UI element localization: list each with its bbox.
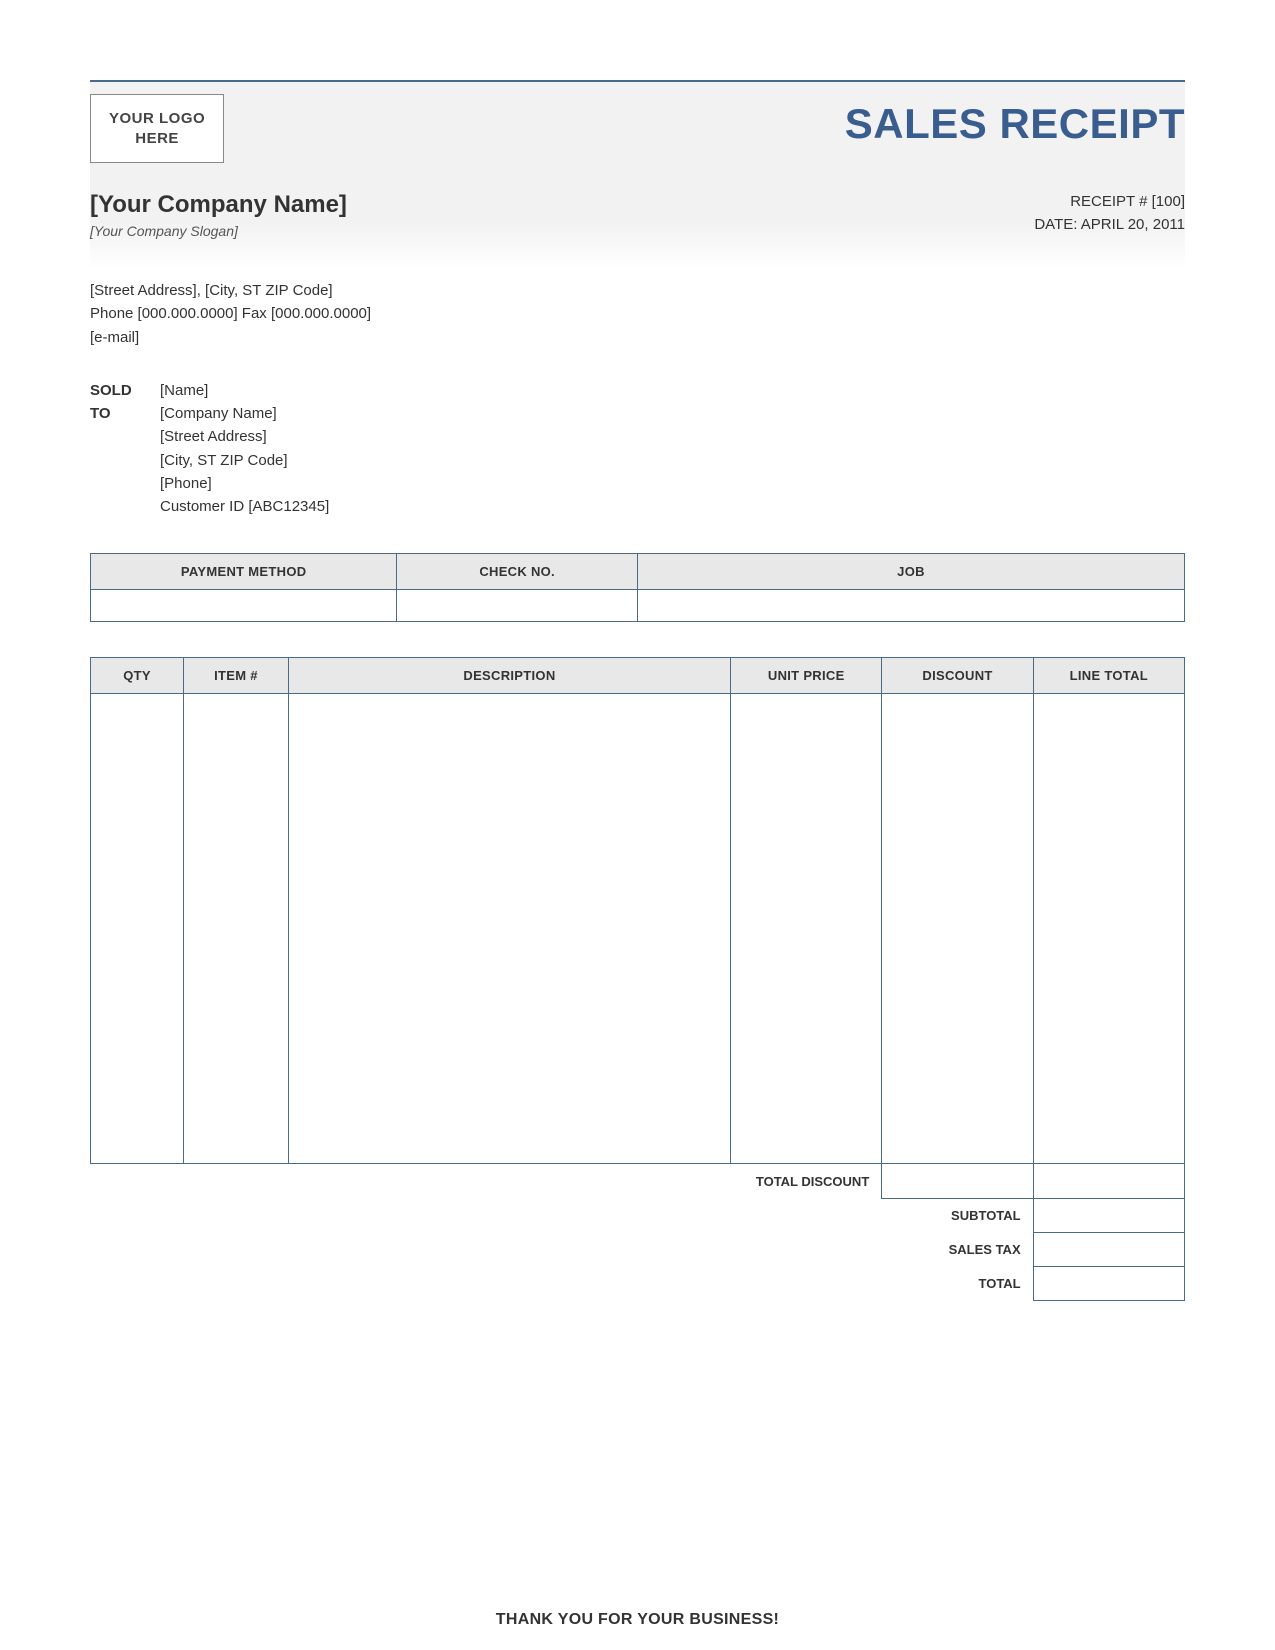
total-discount-spacer	[882, 1164, 1033, 1198]
receipt-number-line: RECEIPT # [100]	[1034, 191, 1185, 214]
receipt-date-line: DATE: APRIL 20, 2011	[1034, 214, 1185, 237]
subtotal-row: SUBTOTAL	[90, 1198, 1185, 1232]
check-no-header: CHECK NO.	[397, 554, 638, 590]
unit-price-header: UNIT PRICE	[731, 658, 882, 694]
item-no-header: ITEM #	[184, 658, 289, 694]
discount-cell[interactable]	[882, 694, 1033, 1164]
item-no-cell[interactable]	[184, 694, 289, 1164]
sold-to-name: [Name]	[160, 379, 329, 402]
sold-to-city: [City, ST ZIP Code]	[160, 449, 329, 472]
total-discount-value[interactable]	[1033, 1164, 1184, 1198]
logo-placeholder: YOUR LOGO HERE	[90, 94, 224, 163]
sold-to-company: [Company Name]	[160, 402, 329, 425]
company-slogan: [Your Company Slogan]	[90, 223, 347, 239]
document-title: SALES RECEIPT	[845, 100, 1185, 148]
logo-line1: YOUR LOGO	[109, 110, 205, 127]
sold-to-block: SOLD TO [Name] [Company Name] [Street Ad…	[90, 379, 1185, 519]
receipt-date: APRIL 20, 2011	[1081, 216, 1185, 233]
unit-price-cell[interactable]	[731, 694, 882, 1164]
logo-line2: HERE	[135, 130, 179, 147]
description-header: DESCRIPTION	[288, 658, 730, 694]
thank-you-footer: THANK YOU FOR YOUR BUSINESS!	[90, 1611, 1185, 1629]
sold-to-label-2: TO	[90, 405, 111, 422]
company-name: [Your Company Name]	[90, 191, 347, 219]
receipt-number: [100]	[1152, 193, 1185, 210]
payment-table: PAYMENT METHOD CHECK NO. JOB	[90, 553, 1185, 622]
payment-method-header: PAYMENT METHOD	[91, 554, 397, 590]
total-row: TOTAL	[90, 1266, 1185, 1300]
company-address: [Street Address], [City, ST ZIP Code] Ph…	[90, 279, 1185, 349]
totals-table: TOTAL DISCOUNT SUBTOTAL SALES TAX TOTAL	[90, 1164, 1185, 1301]
company-row: [Your Company Name] [Your Company Slogan…	[90, 191, 1185, 239]
subtotal-label: SUBTOTAL	[882, 1198, 1033, 1232]
payment-header-row: PAYMENT METHOD CHECK NO. JOB	[91, 554, 1185, 590]
subtotal-value[interactable]	[1033, 1198, 1184, 1232]
check-no-cell[interactable]	[397, 590, 638, 622]
receipt-date-label: DATE:	[1034, 216, 1077, 233]
items-table: QTY ITEM # DESCRIPTION UNIT PRICE DISCOU…	[90, 657, 1185, 1164]
qty-header: QTY	[91, 658, 184, 694]
sales-tax-value[interactable]	[1033, 1232, 1184, 1266]
total-discount-row: TOTAL DISCOUNT	[90, 1164, 1185, 1198]
items-body-row	[91, 694, 1185, 1164]
sales-tax-label: SALES TAX	[882, 1232, 1033, 1266]
phone-fax-line: Phone [000.000.0000] Fax [000.000.0000]	[90, 302, 1185, 325]
payment-data-row	[91, 590, 1185, 622]
receipt-meta: RECEIPT # [100] DATE: APRIL 20, 2011	[1034, 191, 1185, 236]
description-cell[interactable]	[288, 694, 730, 1164]
job-cell[interactable]	[637, 590, 1184, 622]
sold-to-details: [Name] [Company Name] [Street Address] […	[160, 379, 329, 519]
company-block: [Your Company Name] [Your Company Slogan…	[90, 191, 347, 239]
line-total-header: LINE TOTAL	[1033, 658, 1184, 694]
receipt-number-label: RECEIPT #	[1070, 193, 1147, 210]
payment-method-cell[interactable]	[91, 590, 397, 622]
line-total-cell[interactable]	[1033, 694, 1184, 1164]
header-band: YOUR LOGO HERE SALES RECEIPT [Your Compa…	[90, 80, 1185, 269]
discount-header: DISCOUNT	[882, 658, 1033, 694]
address-line: [Street Address], [City, ST ZIP Code]	[90, 279, 1185, 302]
sold-to-customer-id: Customer ID [ABC12345]	[160, 495, 329, 518]
items-header-row: QTY ITEM # DESCRIPTION UNIT PRICE DISCOU…	[91, 658, 1185, 694]
total-discount-label: TOTAL DISCOUNT	[90, 1164, 882, 1198]
qty-cell[interactable]	[91, 694, 184, 1164]
sold-to-label-1: SOLD	[90, 382, 132, 399]
sales-tax-row: SALES TAX	[90, 1232, 1185, 1266]
sold-to-street: [Street Address]	[160, 425, 329, 448]
receipt-page: YOUR LOGO HERE SALES RECEIPT [Your Compa…	[90, 0, 1185, 1629]
email-line: [e-mail]	[90, 326, 1185, 349]
totals-section: TOTAL DISCOUNT SUBTOTAL SALES TAX TOTAL	[90, 1164, 1185, 1301]
sold-to-label: SOLD TO	[90, 379, 160, 519]
sold-to-phone: [Phone]	[160, 472, 329, 495]
job-header: JOB	[637, 554, 1184, 590]
total-label: TOTAL	[882, 1266, 1033, 1300]
total-value[interactable]	[1033, 1266, 1184, 1300]
